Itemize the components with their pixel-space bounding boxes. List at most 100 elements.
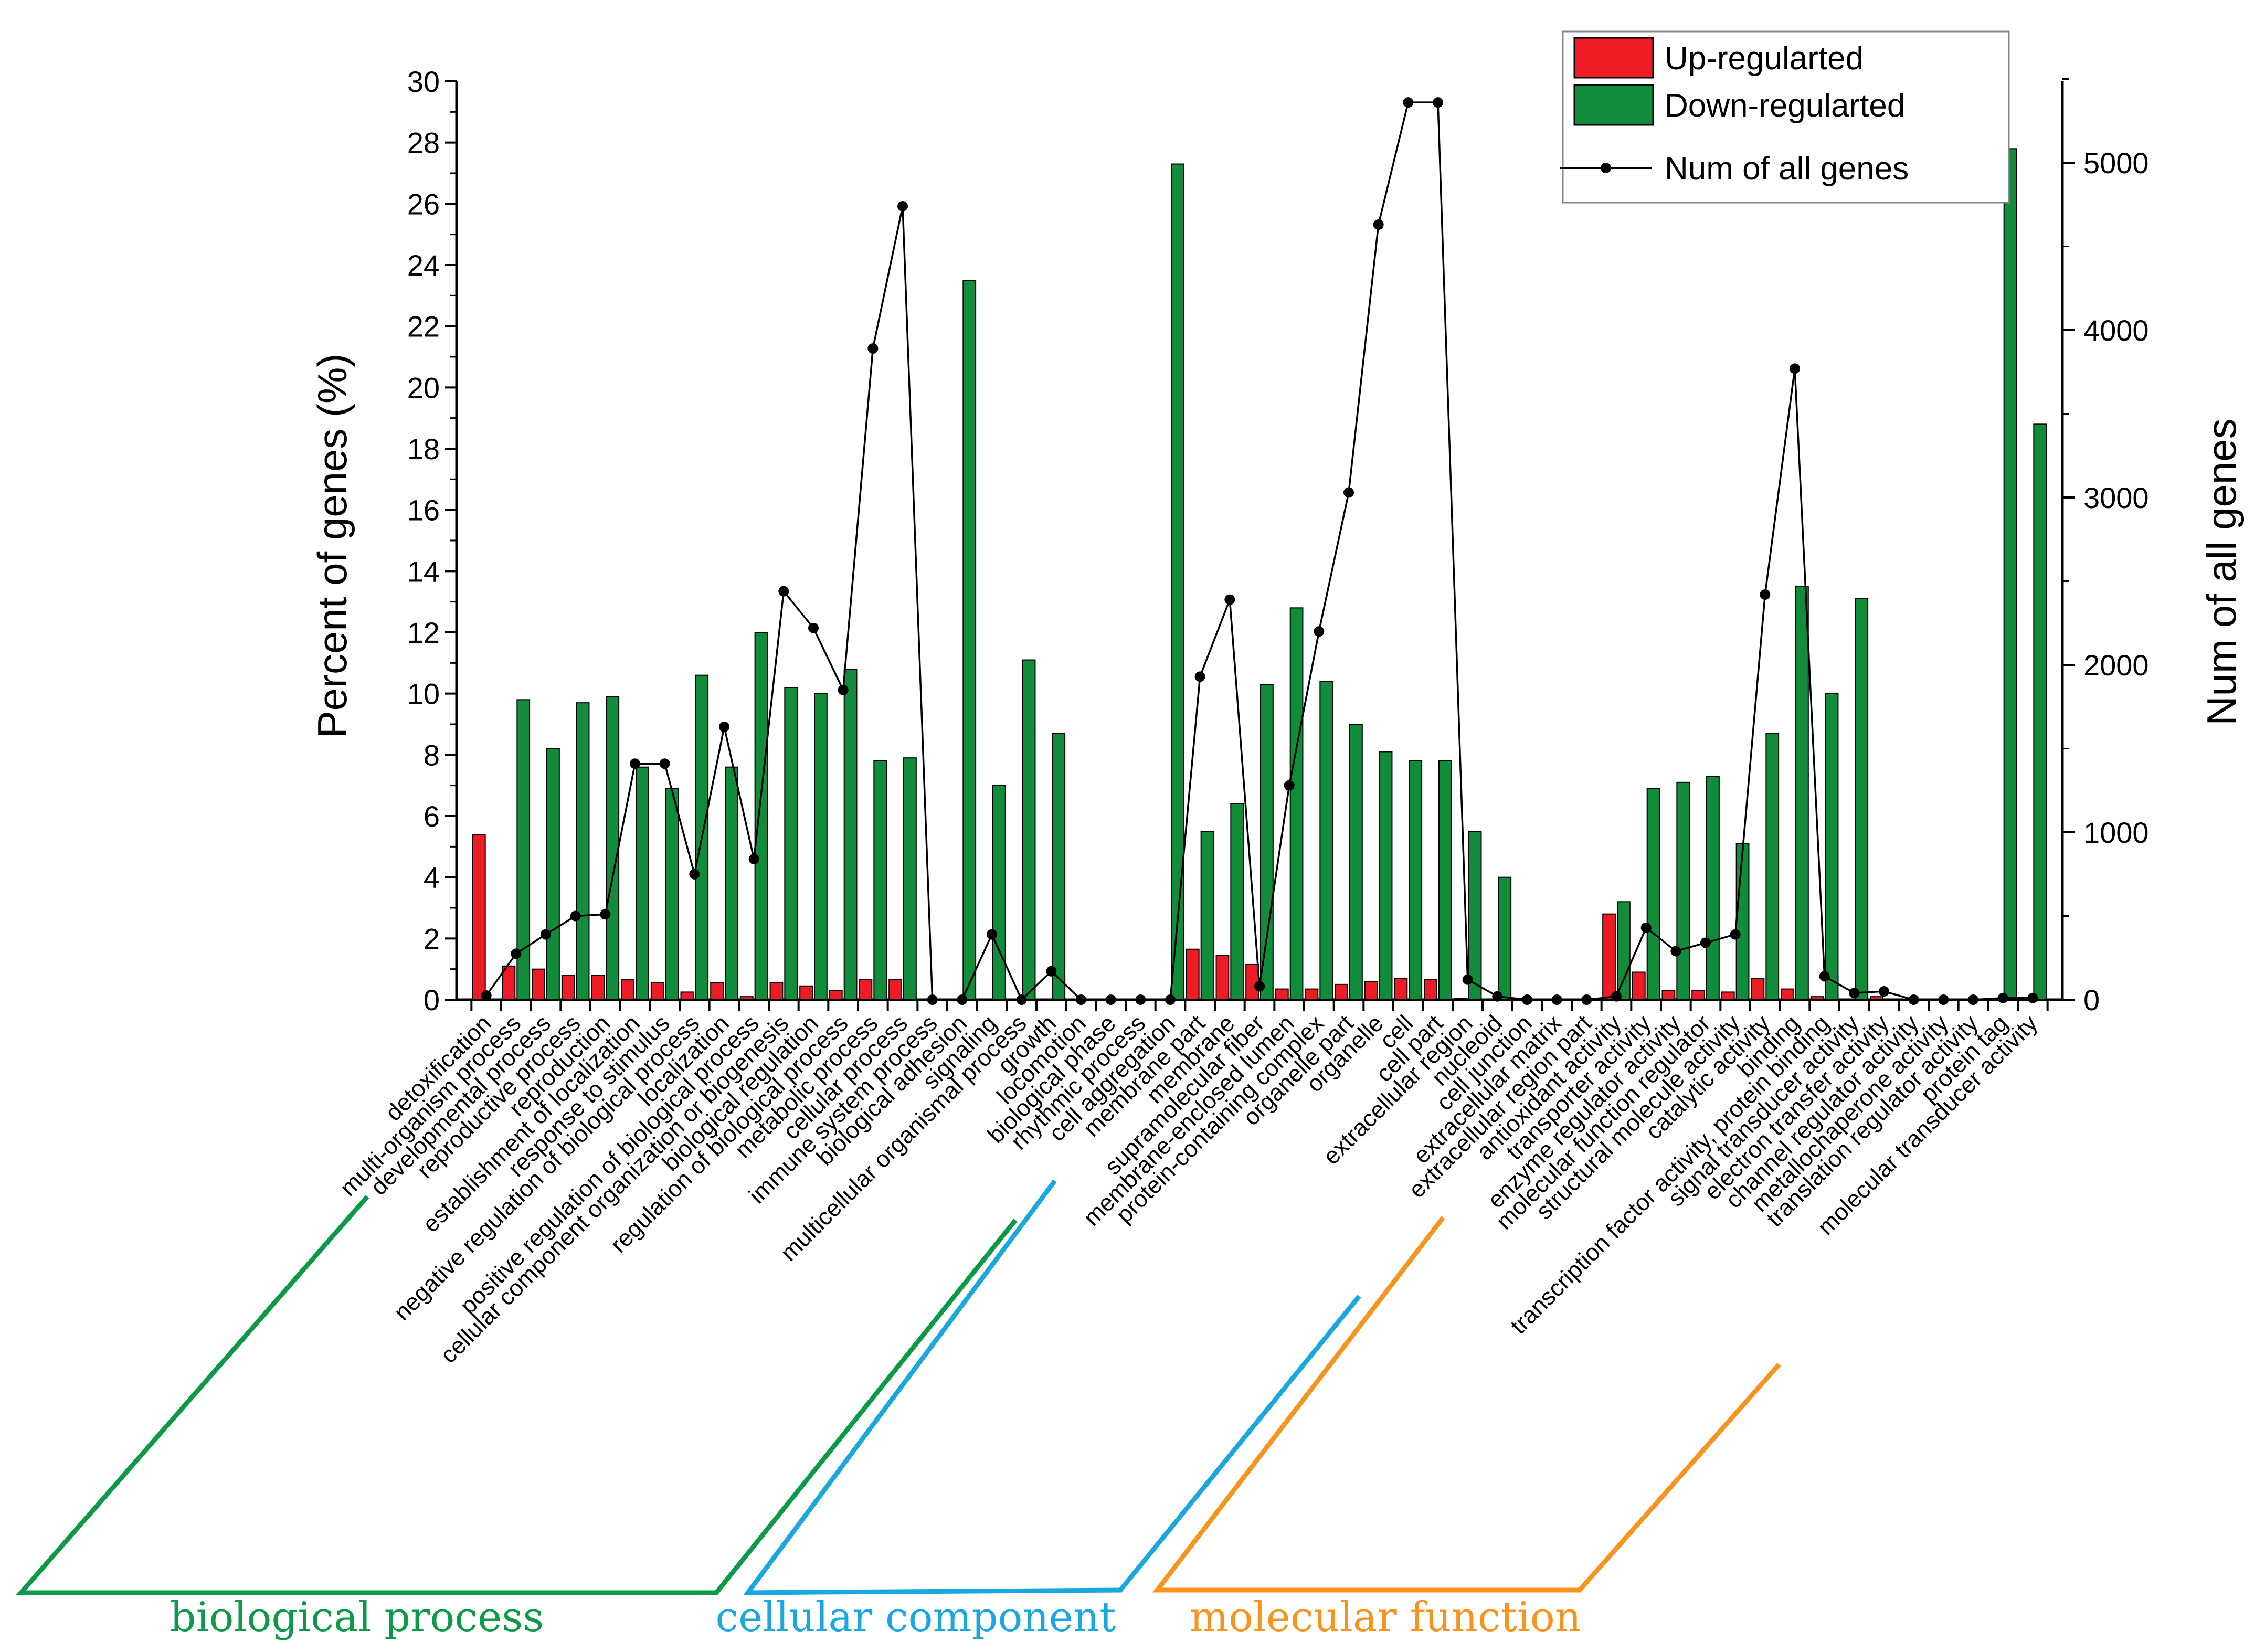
bar-down-29 [1349, 724, 1363, 1000]
bar-down-45 [1825, 693, 1839, 1000]
genes-count-point-43 [1760, 589, 1771, 600]
bar-down-33 [1468, 831, 1482, 1000]
genes-count-point-8 [719, 722, 729, 733]
bar-up-33 [1453, 998, 1467, 1001]
y-tick-label: 18 [407, 432, 440, 465]
bar-down-51 [2003, 148, 2017, 1000]
legend-label-line: Num of all genes [1665, 151, 1909, 187]
genes-count-point-5 [630, 758, 640, 769]
genes-count-point-37 [1581, 994, 1592, 1005]
bar-down-32 [1438, 760, 1452, 1000]
bar-up-28 [1305, 988, 1319, 1001]
group-bracket-1 [743, 1179, 1361, 1595]
genes-count-point-38 [1611, 991, 1622, 1002]
bar-down-10 [784, 687, 798, 1000]
bar-down-17 [992, 785, 1006, 1000]
y-tick-label: 28 [407, 126, 440, 160]
genes-count-point-21 [1105, 994, 1116, 1005]
genes-count-point-44 [1790, 363, 1800, 374]
genes-count-point-2 [541, 929, 551, 940]
genes-count-point-3 [570, 910, 581, 922]
genes-count-point-27 [1284, 780, 1295, 791]
y-tick-label: 30 [407, 65, 440, 98]
y-axis-title: Percent of genes (%) [309, 354, 355, 738]
bar-down-27 [1289, 607, 1304, 1001]
group-label-1: cellular component [716, 1594, 1116, 1641]
genes-count-point-9 [748, 854, 759, 865]
group-bracket-2 [1152, 1216, 1781, 1593]
genes-count-point-30 [1373, 219, 1384, 230]
bar-down-12 [843, 669, 858, 1000]
bar-up-39 [1632, 971, 1646, 1000]
bar-up-14 [888, 979, 902, 1001]
bar-down-26 [1260, 684, 1274, 1000]
genes-count-point-50 [1968, 994, 1978, 1005]
genes-count-point-29 [1343, 487, 1354, 498]
genes-count-point-32 [1433, 97, 1443, 108]
genes-count-point-24 [1194, 671, 1205, 682]
genes-count-point-26 [1254, 981, 1265, 992]
genes-count-point-36 [1551, 994, 1562, 1005]
genes-count-point-51 [1997, 992, 2008, 1003]
bar-down-13 [873, 760, 887, 1000]
bar-up-47 [1870, 996, 1883, 1000]
genes-count-point-13 [867, 343, 879, 354]
genes-count-point-28 [1314, 626, 1325, 637]
genes-count-point-6 [659, 758, 670, 769]
genes-count-point-31 [1403, 97, 1414, 108]
bar-up-30 [1364, 981, 1378, 1000]
bar-up-45 [1810, 996, 1824, 1000]
bar-down-38 [1617, 901, 1631, 1001]
bar-up-40 [1661, 990, 1676, 1000]
y2-tick-label: 2000 [2083, 649, 2149, 682]
genes-count-point-20 [1076, 994, 1086, 1005]
bar-up-10 [769, 982, 784, 1000]
genes-count-point-19 [1046, 966, 1057, 977]
group-label-2: molecular function [1190, 1594, 1581, 1641]
bar-up-7 [680, 991, 694, 1000]
group-bracket-0 [16, 1195, 1018, 1595]
genes-count-point-10 [778, 586, 789, 597]
bar-up-12 [829, 990, 843, 1000]
bar-up-27 [1275, 988, 1289, 1001]
bar-down-30 [1379, 751, 1393, 1000]
genes-count-point-18 [1016, 994, 1027, 1005]
bar-up-42 [1721, 991, 1735, 1000]
genes-count-point-11 [808, 622, 819, 633]
genes-count-point-42 [1730, 929, 1741, 940]
y-tick-label: 4 [424, 861, 440, 894]
y-tick-label: 16 [407, 494, 440, 527]
bar-down-23 [1171, 163, 1184, 1000]
bar-down-39 [1646, 788, 1660, 1000]
bar-up-0 [472, 834, 486, 1000]
genes-count-point-39 [1640, 922, 1652, 933]
y2-tick-label: 1000 [2083, 816, 2149, 849]
bar-up-11 [799, 985, 813, 1000]
legend-label-up: Up-regularted [1665, 40, 1864, 77]
bar-down-40 [1676, 781, 1690, 1001]
legend-line-marker [1601, 163, 1611, 173]
genes-count-point-0 [481, 990, 492, 1001]
genes-count-point-1 [511, 948, 522, 959]
genes-count-point-14 [897, 200, 908, 211]
bar-up-2 [532, 968, 546, 1000]
genes-count-point-34 [1492, 991, 1503, 1002]
genes-count-point-23 [1165, 994, 1176, 1005]
y-tick-label: 22 [407, 310, 440, 343]
bar-down-34 [1498, 876, 1512, 1000]
bar-down-18 [1022, 659, 1036, 1000]
y-tick-label: 0 [424, 983, 440, 1016]
legend-swatch-down [1573, 84, 1654, 126]
bar-down-52 [2033, 423, 2047, 1000]
legend-swatch-up [1573, 37, 1654, 79]
y2-tick-label: 0 [2083, 983, 2100, 1016]
y2-tick-label: 4000 [2083, 314, 2149, 347]
bar-down-42 [1735, 843, 1750, 1000]
bar-up-31 [1394, 978, 1408, 1000]
group-label-0: biological process [170, 1594, 544, 1641]
genes-count-point-12 [838, 684, 849, 695]
bar-up-25 [1215, 955, 1230, 1000]
bar-up-24 [1186, 948, 1200, 1000]
bar-up-44 [1781, 988, 1794, 1001]
